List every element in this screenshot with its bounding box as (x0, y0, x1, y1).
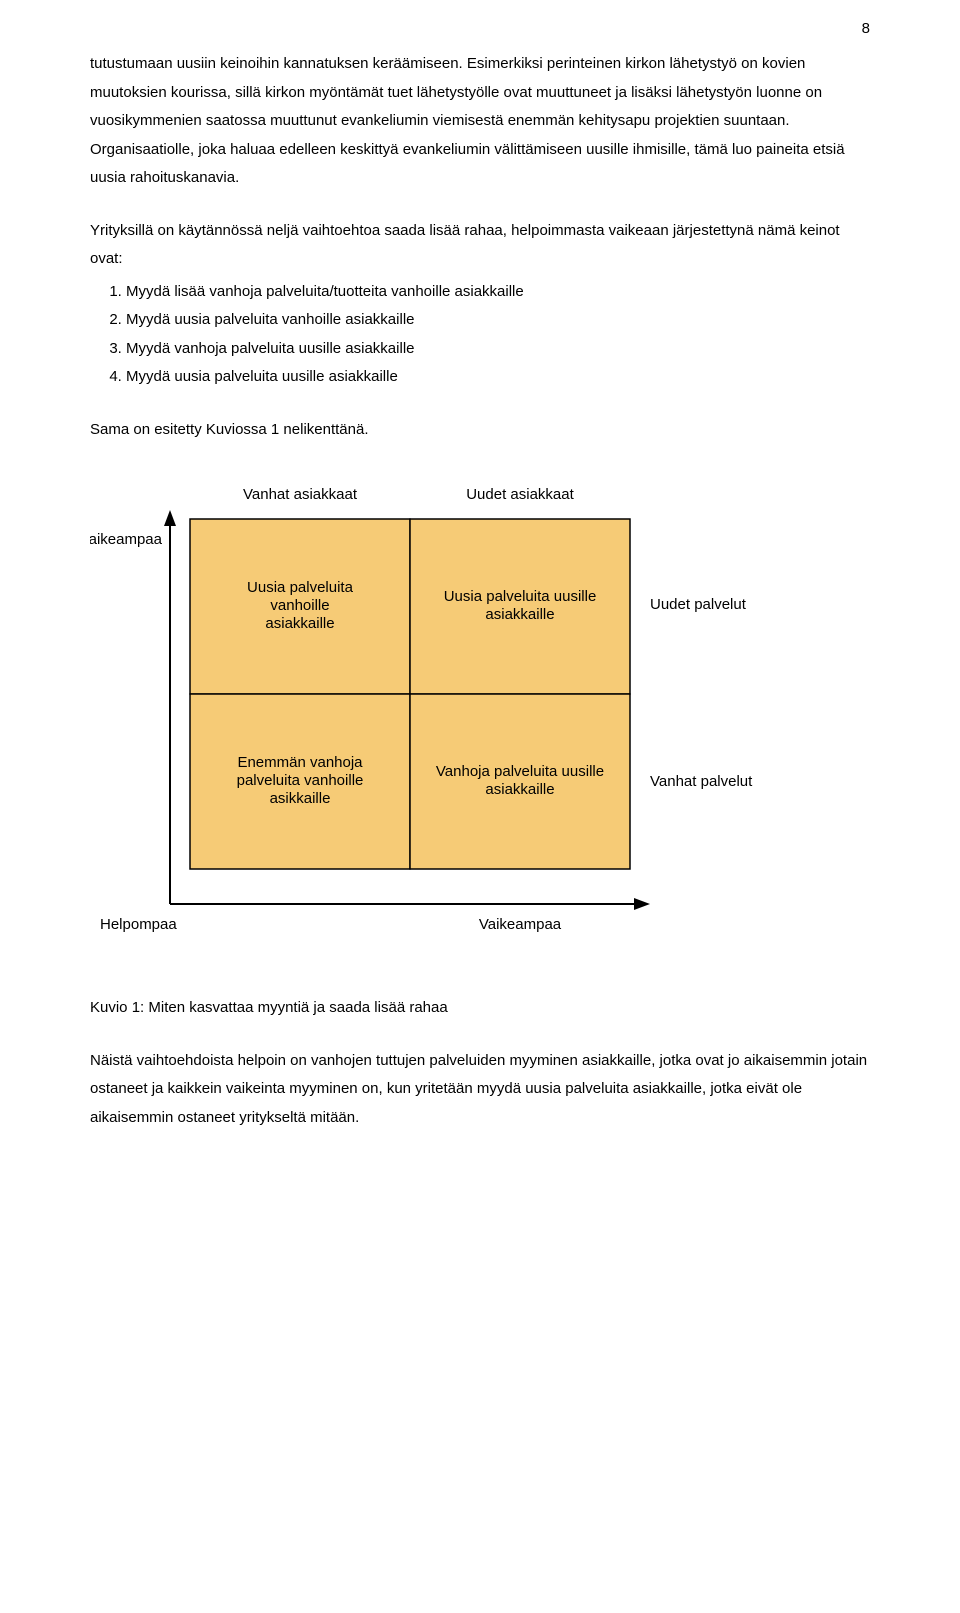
paragraph-1: tutustumaan uusiin keinoihin kannatuksen… (90, 50, 870, 193)
y-axis-top-label: Vaikeampaa (90, 531, 163, 548)
list-item: Myydä uusia palveluita vanhoille asiakka… (126, 306, 870, 335)
y-axis-arrowhead (164, 510, 176, 526)
paragraph-3: Sama on esitetty Kuviossa 1 nelikenttänä… (90, 416, 870, 445)
list-item: Myydä uusia palveluita uusille asiakkail… (126, 363, 870, 392)
x-axis-arrowhead (634, 898, 650, 910)
list-item: Myydä lisää vanhoja palveluita/tuotteita… (126, 278, 870, 307)
cell-tl-line: asiakkaille (265, 615, 334, 632)
paragraph-4: Näistä vaihtoehdoista helpoin on vanhoje… (90, 1047, 870, 1133)
paragraph-2: Yrityksillä on käytännössä neljä vaihtoe… (90, 217, 870, 274)
cell-br-line: asiakkaille (485, 781, 554, 798)
quadrant-diagram: Uusia palveluita vanhoille asiakkaille U… (90, 474, 870, 954)
cell-tl-line: Uusia palveluita (247, 579, 354, 596)
figure-caption: Kuvio 1: Miten kasvattaa myyntiä ja saad… (90, 994, 870, 1023)
page-number: 8 (862, 20, 870, 37)
y-axis-bottom-label: Helpompaa (100, 916, 177, 933)
cell-bl-line: palveluita vanhoille (237, 772, 364, 789)
cell-tl-line: vanhoille (270, 597, 329, 614)
list-item: Myydä vanhoja palveluita uusille asiakka… (126, 335, 870, 364)
cell-br-line: Vanhoja palveluita uusille (436, 763, 604, 780)
page: 8 tutustumaan uusiin keinoihin kannatuks… (0, 0, 960, 1192)
cell-tr-line: Uusia palveluita uusille (444, 588, 597, 605)
x-axis-right-label: Vaikeampaa (479, 916, 562, 933)
quadrant-svg: Uusia palveluita vanhoille asiakkaille U… (90, 474, 870, 954)
top-label-right: Uudet asiakkaat (466, 486, 574, 503)
right-label-bottom: Vanhat palvelut (650, 773, 753, 790)
top-label-left: Vanhat asiakkaat (243, 486, 358, 503)
right-label-top: Uudet palvelut (650, 596, 747, 613)
options-list: Myydä lisää vanhoja palveluita/tuotteita… (90, 278, 870, 392)
cell-tr-line: asiakkaille (485, 606, 554, 623)
cell-bl-line: asikkaille (270, 790, 331, 807)
cell-bl-line: Enemmän vanhoja (237, 754, 363, 771)
